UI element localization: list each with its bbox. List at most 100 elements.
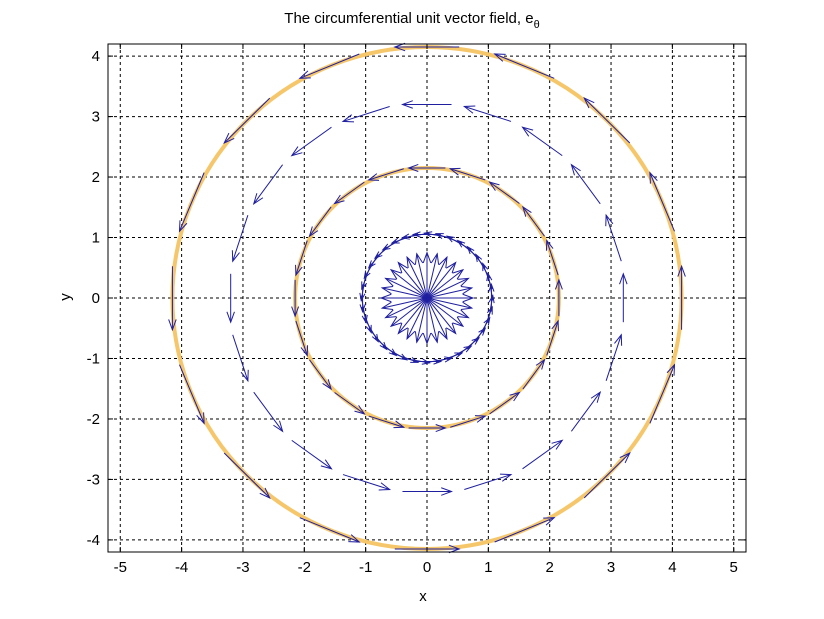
arrow-head xyxy=(397,322,409,335)
arrow-shaft xyxy=(487,295,494,323)
arrow-head xyxy=(430,331,440,344)
vector-arrow xyxy=(570,391,602,432)
arrow-head xyxy=(521,126,534,137)
arrow-head xyxy=(389,268,402,280)
vector-arrow xyxy=(649,171,675,232)
arrow-head xyxy=(462,293,475,303)
arrow-shaft xyxy=(450,168,486,181)
arrow-head xyxy=(448,544,461,554)
x-tick-label: 1 xyxy=(484,559,492,576)
arrow-head xyxy=(378,482,392,491)
arrow-head xyxy=(380,301,394,311)
arrow-shaft xyxy=(299,53,360,79)
arrow-shaft xyxy=(232,215,249,262)
vector-arrow xyxy=(422,298,432,345)
arrow-head xyxy=(570,163,581,176)
arrow-shaft xyxy=(223,97,271,144)
arrow-head xyxy=(381,243,391,251)
arrow-shaft xyxy=(391,352,419,363)
vector-arrow xyxy=(359,273,367,302)
vector-arrow xyxy=(179,364,205,425)
vector-arrow xyxy=(226,273,235,324)
vector-arrow xyxy=(426,285,474,299)
arrow-head xyxy=(452,316,465,328)
chart-title-subscript: θ xyxy=(534,19,540,31)
arrow-head xyxy=(456,239,466,248)
arrow-shaft xyxy=(605,334,622,381)
vector-arrow xyxy=(619,272,628,323)
x-tick-label: 3 xyxy=(607,559,615,576)
vector-arrow xyxy=(334,392,366,415)
arrow-head xyxy=(430,252,440,265)
arrow-head xyxy=(341,114,355,123)
y-tick-label: -3 xyxy=(87,471,100,488)
arrow-shaft xyxy=(457,337,480,356)
arrow-shaft xyxy=(232,334,249,381)
arrow-head xyxy=(295,264,303,277)
arrow-head xyxy=(367,173,380,181)
arrow-head xyxy=(320,459,333,470)
arrow-shaft xyxy=(583,452,631,499)
vector-arrow xyxy=(298,53,360,79)
vector-arrow xyxy=(462,105,512,122)
arrow-shaft xyxy=(374,337,397,356)
vector-arrow xyxy=(475,316,491,342)
arrow-head xyxy=(414,331,424,344)
vector-arrow xyxy=(426,297,457,335)
arrow-head xyxy=(400,233,410,240)
arrow-head xyxy=(290,146,303,157)
arrow-head xyxy=(389,316,402,328)
x-tick-label: 5 xyxy=(730,559,738,576)
arrow-shaft xyxy=(426,262,457,299)
arrow-shaft xyxy=(291,439,332,470)
arrow-shaft xyxy=(361,263,372,290)
arrow-head xyxy=(677,264,686,277)
arrow-head xyxy=(380,285,394,295)
arrow-shaft xyxy=(334,392,365,415)
arrow-head xyxy=(367,260,376,269)
y-tick-label: -2 xyxy=(87,411,100,428)
arrow-head xyxy=(434,233,444,239)
vector-arrow xyxy=(426,297,470,319)
x-tick-label: 2 xyxy=(546,559,554,576)
arrow-head xyxy=(390,237,400,244)
vector-arrow xyxy=(389,297,428,328)
arrow-shaft xyxy=(426,297,469,319)
arrow-head xyxy=(178,220,188,233)
arrow-shaft xyxy=(309,206,332,237)
arrow-head xyxy=(359,292,366,302)
vector-arrow xyxy=(426,297,465,328)
vector-arrow xyxy=(309,359,332,391)
arrow-shaft xyxy=(467,328,486,350)
arrow-shaft xyxy=(570,391,601,432)
vector-arrow xyxy=(380,297,428,311)
arrow-shaft xyxy=(416,253,428,299)
arrow-shaft xyxy=(447,235,472,251)
vector-arrow xyxy=(522,358,546,390)
arrow-head xyxy=(457,309,470,319)
vector-arrow xyxy=(406,297,428,341)
arrow-head xyxy=(240,369,249,383)
arrow-shaft xyxy=(426,297,472,309)
vector-arrow xyxy=(232,334,249,383)
vector-arrow xyxy=(295,320,309,357)
x-tick-label: -5 xyxy=(114,559,127,576)
vector-arrow xyxy=(402,487,453,496)
arrow-shaft xyxy=(295,320,308,356)
arrow-shaft xyxy=(435,352,463,363)
arrow-shaft xyxy=(424,232,452,239)
arrow-shaft xyxy=(522,206,545,237)
arrow-shaft xyxy=(522,439,563,470)
vector-arrow xyxy=(448,167,486,181)
arrow-shaft xyxy=(487,273,494,301)
arrow-head xyxy=(522,205,532,217)
vector-arrow xyxy=(522,205,545,237)
vector-arrow xyxy=(426,268,465,299)
vector-arrow xyxy=(447,345,473,361)
arrow-head xyxy=(308,226,319,238)
arrow-head xyxy=(478,327,487,336)
vector-arrow xyxy=(361,306,372,334)
vector-arrow xyxy=(521,126,563,157)
vector-arrow xyxy=(649,363,676,424)
